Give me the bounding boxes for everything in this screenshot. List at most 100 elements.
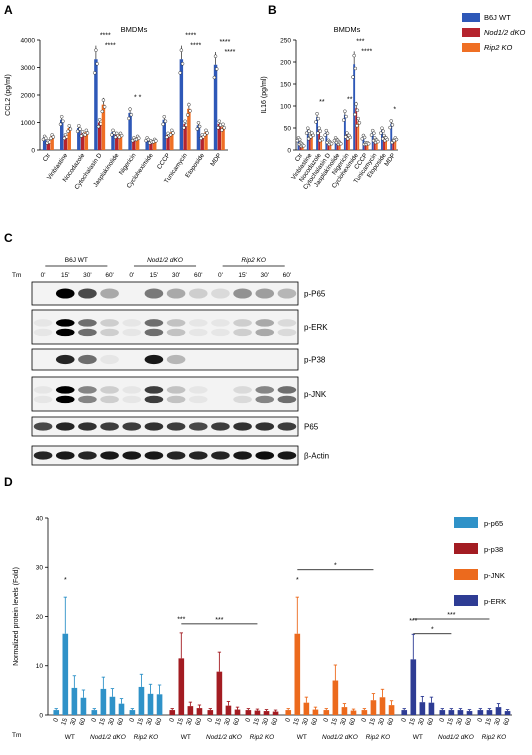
timepoint-label: 60' (105, 272, 113, 279)
data-point (195, 127, 199, 131)
timepoint-label: 30 (223, 717, 232, 727)
data-point (356, 116, 360, 121)
blot-band (188, 395, 208, 404)
group-label: Nod1/2 dKO (322, 734, 358, 741)
group-label: Nod1/2 dKO (206, 734, 242, 741)
timepoint-label: 60 (502, 717, 511, 727)
blot-band (277, 395, 297, 404)
timepoint-label: 30 (185, 717, 194, 727)
blot-band (100, 395, 119, 404)
bar (234, 709, 241, 715)
bar (118, 703, 125, 715)
data-point (154, 139, 158, 143)
significance-stars: **** (219, 39, 230, 46)
bar (373, 139, 376, 150)
bar (332, 680, 339, 715)
bar (187, 706, 194, 715)
data-point (217, 119, 222, 123)
timepoint-label: 60' (283, 272, 291, 279)
blot-band (78, 328, 97, 337)
blot-group-label: Nod1/2 dKO (147, 257, 183, 264)
timepoint-label: 15 (330, 717, 339, 727)
blot-band (33, 395, 53, 404)
data-point (205, 131, 209, 135)
data-point (372, 131, 376, 135)
data-point (78, 127, 82, 131)
blot-band (166, 451, 186, 460)
timepoint-label: 15' (150, 272, 158, 279)
data-point (388, 125, 392, 130)
blot-band (166, 319, 186, 327)
blot-band (122, 386, 142, 394)
bar (62, 633, 69, 715)
data-point (96, 124, 101, 129)
bar (439, 710, 446, 715)
data-point (102, 105, 107, 109)
data-point (203, 133, 207, 137)
data-point (85, 131, 90, 135)
blot-row-label: β-Actin (304, 452, 329, 461)
data-point (355, 108, 360, 112)
timepoint-label: 0 (476, 717, 484, 723)
bar (254, 710, 261, 715)
blot-band (144, 328, 164, 337)
blot-frame (31, 309, 299, 345)
data-point (308, 135, 313, 139)
data-point (306, 126, 310, 130)
data-point (222, 126, 226, 130)
data-point (325, 131, 330, 135)
blot-band (33, 319, 53, 327)
bar (196, 708, 203, 715)
significance-stars: * (64, 577, 67, 584)
data-point (161, 122, 165, 126)
timepoint-label: 0 (438, 717, 446, 723)
blot-frame (31, 416, 299, 437)
blot-band (277, 288, 297, 299)
bar (312, 709, 319, 715)
blot-band (188, 319, 208, 327)
blot-band (188, 451, 208, 460)
bar (303, 702, 310, 715)
bar (149, 141, 153, 150)
blot-band (277, 386, 297, 394)
timepoint-label: 15 (98, 717, 107, 727)
significance-stars: *** (356, 38, 364, 45)
data-point (329, 142, 334, 146)
data-point (75, 129, 80, 134)
group-label: Nod1/2 dKO (90, 734, 126, 741)
bar (345, 134, 348, 150)
data-point (137, 136, 141, 140)
bar (448, 710, 455, 715)
data-point (94, 48, 98, 52)
y-tick-label: 250 (280, 37, 291, 44)
blot-band (78, 319, 97, 327)
y-tick-label: 4000 (21, 37, 36, 44)
timepoint-label: 15 (136, 717, 145, 727)
y-tick-label: 0 (287, 147, 291, 154)
y-tick-label: 10 (36, 663, 44, 670)
y-tick-label: 20 (36, 614, 44, 621)
chart-title: BMDMs (121, 25, 148, 34)
timepoint-label: 15 (368, 717, 377, 727)
data-point (311, 133, 315, 138)
blot-band (211, 422, 230, 431)
bar (410, 659, 417, 715)
bar (486, 710, 493, 715)
significance-stars: **** (100, 33, 111, 40)
blot-band (122, 328, 142, 337)
data-point (97, 118, 102, 122)
data-point (61, 119, 65, 123)
data-point (183, 119, 187, 123)
blot-band (55, 386, 75, 394)
blot-band (33, 328, 53, 337)
bar (390, 123, 393, 150)
bar (204, 132, 208, 150)
significance-stars: * (393, 107, 396, 114)
tm-label: Tm (12, 732, 21, 739)
bar (183, 123, 187, 150)
legend-label: p-p38 (484, 545, 503, 554)
bar (245, 710, 252, 715)
bar (169, 710, 176, 715)
bar (162, 119, 167, 150)
timepoint-label: 15' (61, 272, 69, 279)
